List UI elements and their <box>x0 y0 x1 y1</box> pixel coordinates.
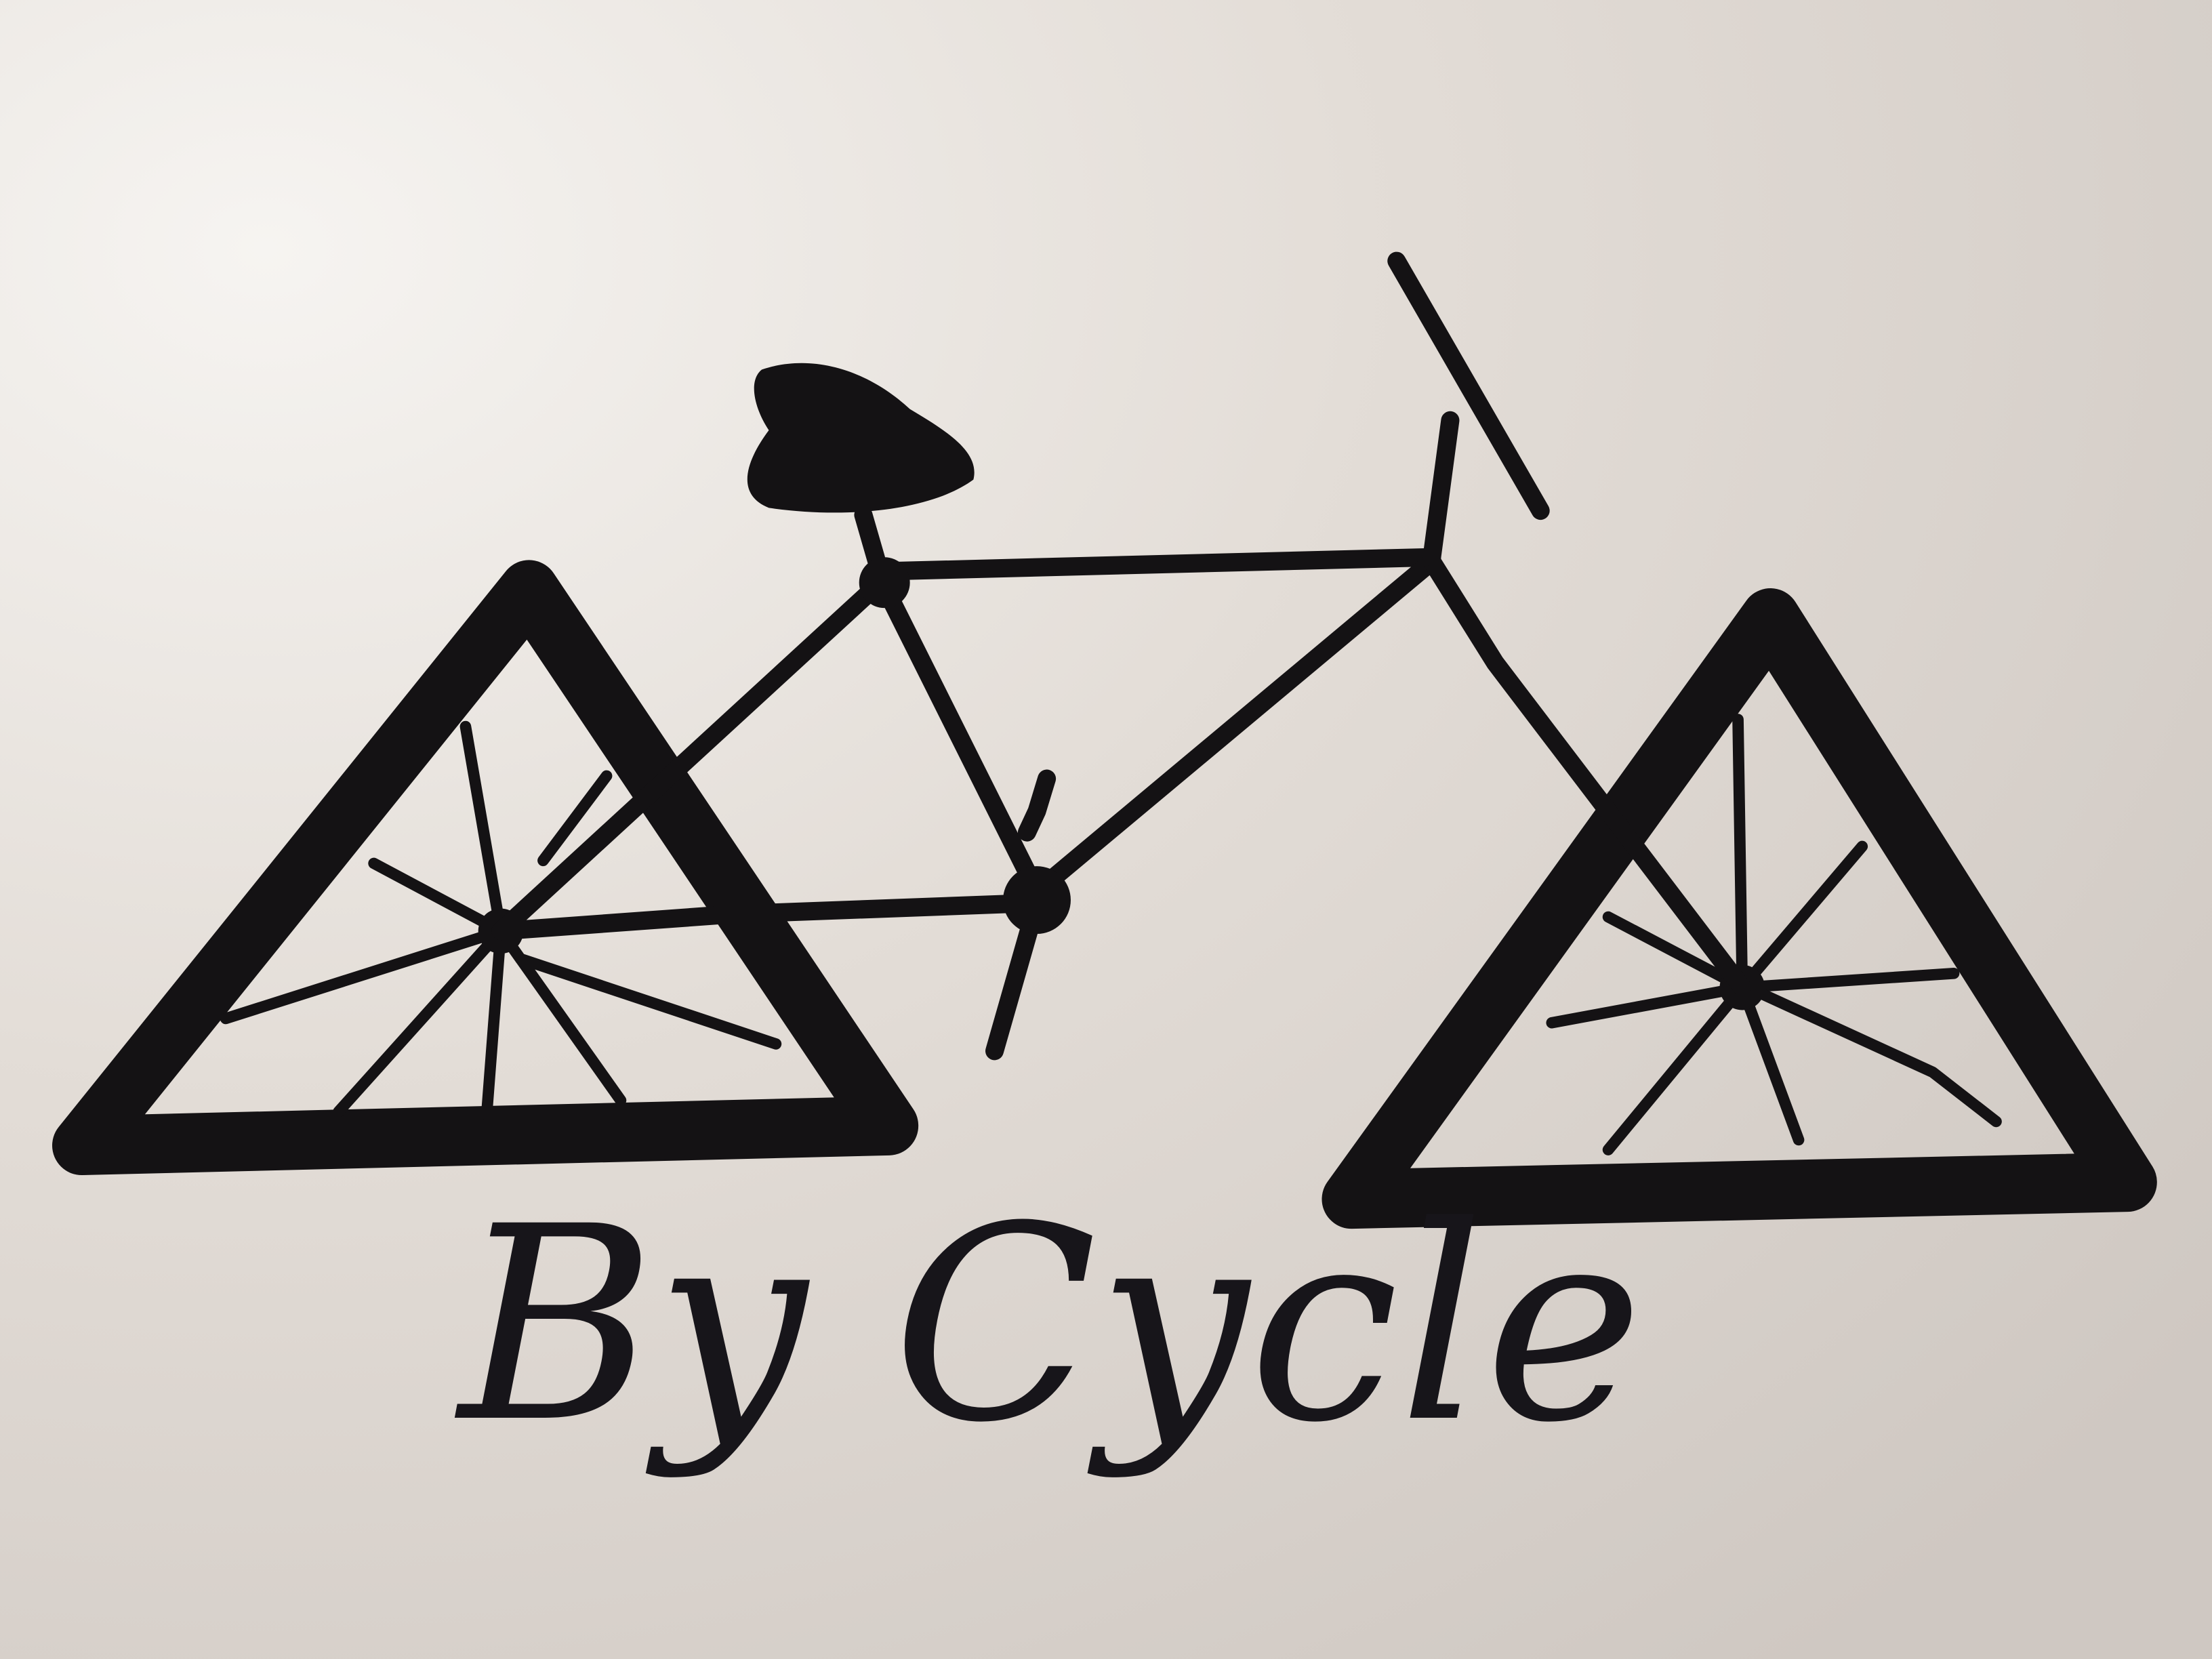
saddle <box>747 363 975 513</box>
front-wheel <box>1322 588 2157 1229</box>
front-spokes <box>1546 714 2002 1155</box>
seat-cluster <box>859 557 910 609</box>
caption: By Cycle <box>455 1170 1643 1481</box>
rear-wheel <box>52 560 919 1176</box>
bicycle-drawing <box>52 251 2157 1229</box>
bottom-bracket <box>1003 866 1071 935</box>
rear-spokes <box>220 720 782 1120</box>
frame <box>491 251 1752 1061</box>
